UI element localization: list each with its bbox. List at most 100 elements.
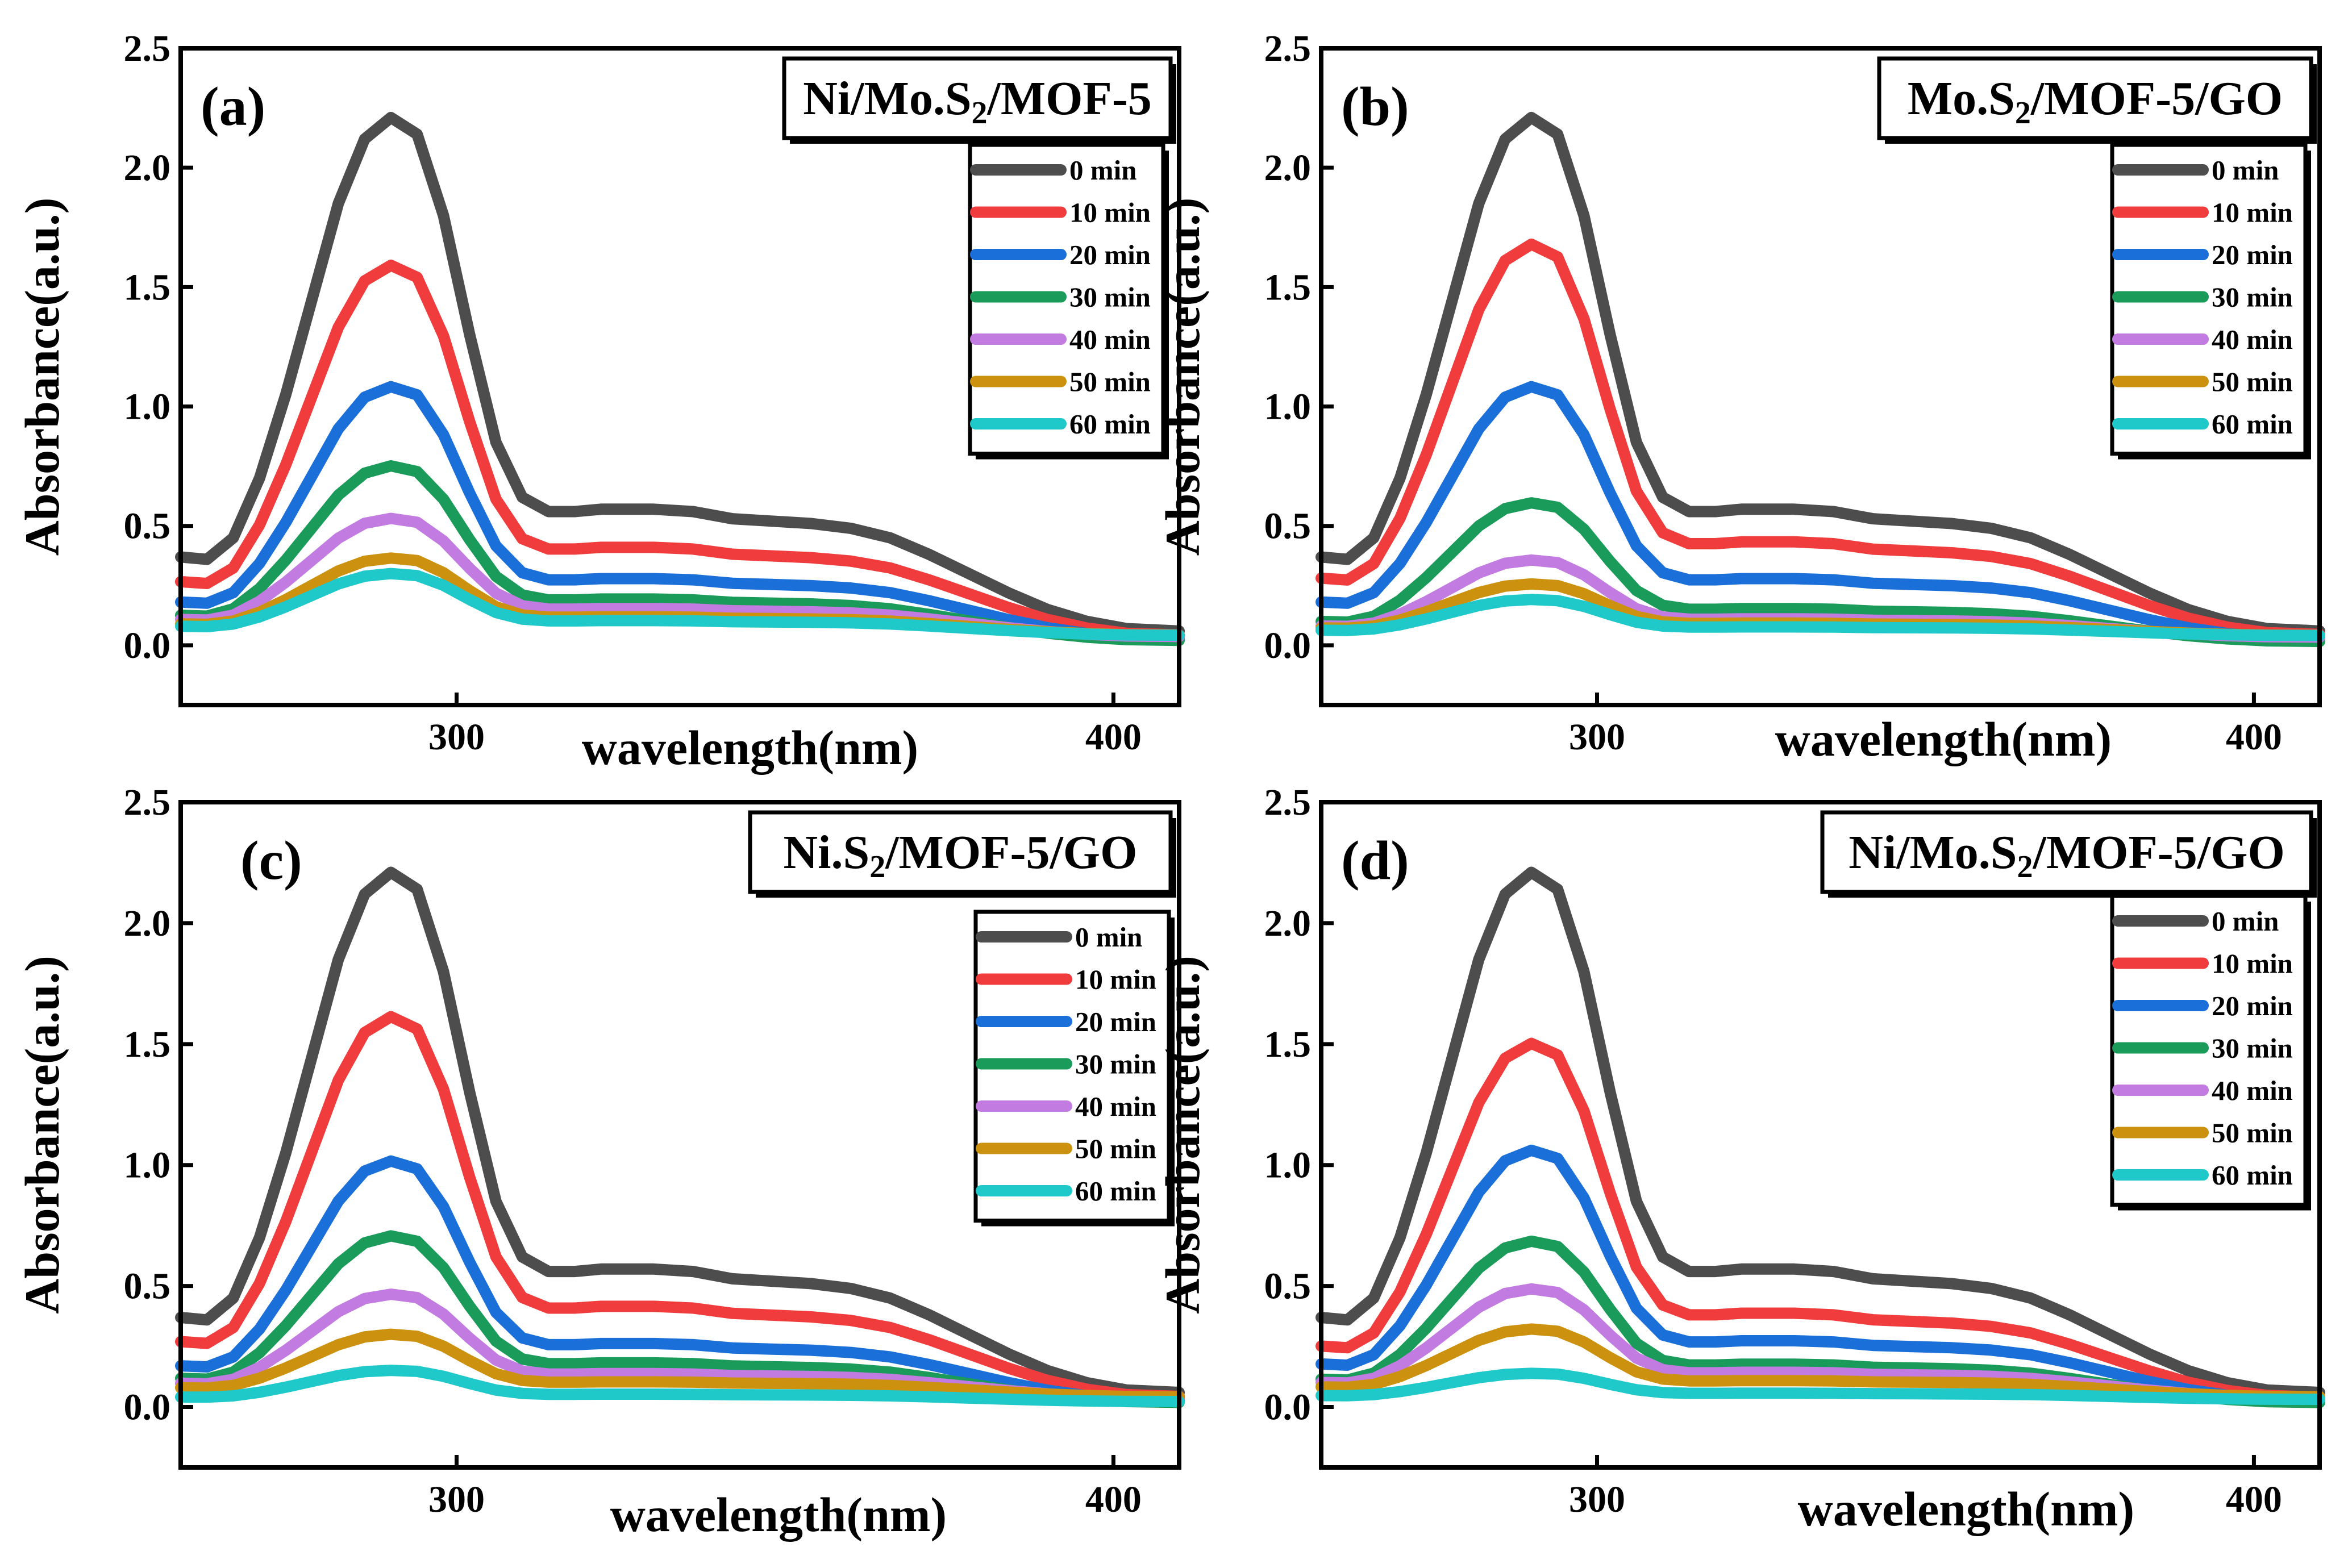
title-subscript: 2 xyxy=(2015,95,2031,131)
curves xyxy=(1315,866,2325,1408)
legend: 0 min 10 min 20 min 30 min 40 min 50 min 60 mi… xyxy=(968,143,1169,460)
y-tick-label: 0.5 xyxy=(124,506,171,547)
series-line-60-min xyxy=(175,1365,1185,1407)
panel-label: (a) xyxy=(201,76,265,137)
title-rest: /MOF-5/GO xyxy=(2033,826,2285,879)
series-line-20-min xyxy=(1315,1144,2325,1406)
title-main: Mo.S xyxy=(1908,72,2015,125)
curves xyxy=(1315,111,2325,648)
legend-label: 40 min xyxy=(1075,1091,1156,1122)
legend-label: 60 min xyxy=(2212,408,2293,440)
y-tick-label: 0.5 xyxy=(1264,1266,1312,1307)
y-tick-label: 2.5 xyxy=(124,782,171,823)
y-axis-title: Absorbance(a.u.) xyxy=(15,198,69,556)
panel-label: (c) xyxy=(240,830,302,891)
legend-label: 50 min xyxy=(1069,366,1151,398)
panel-label: (d) xyxy=(1341,830,1409,891)
title-box xyxy=(782,56,1173,140)
chart-title: Mo.S2/MOF-5/GO xyxy=(1908,72,2283,131)
series-line-50-min xyxy=(1315,1323,2325,1403)
legend-label: 30 min xyxy=(2212,282,2293,313)
y-axis-title: Absorbance(a.u.) xyxy=(15,956,69,1314)
x-tick-label: 300 xyxy=(428,716,485,758)
curves xyxy=(175,111,1185,647)
legend-label: 0 min xyxy=(2212,155,2279,186)
series-line-20-min xyxy=(175,381,1185,644)
y-tick-label: 1.5 xyxy=(1264,266,1312,308)
title-rest: /MOF-5/GO xyxy=(2030,72,2283,125)
y-tick-label: 0.0 xyxy=(124,1387,171,1428)
title-main: Ni.S xyxy=(784,826,870,879)
y-tick-label: 2.5 xyxy=(124,28,171,69)
title-subscript: 2 xyxy=(2017,849,2033,885)
legend-label: 20 min xyxy=(2212,239,2293,270)
series-line-60-min xyxy=(1315,1367,2325,1406)
x-axis-title: wavelength(nm) xyxy=(610,1487,947,1542)
legend-label: 40 min xyxy=(1069,324,1151,355)
series-line-10-min xyxy=(1315,1037,2325,1403)
x-tick-label: 300 xyxy=(428,1479,485,1520)
panel-b: 0.0 0.5 1.0 1.5 2.0 2.5 300 400 wavelength(nm) Ab… xyxy=(1155,28,2325,766)
y-tick-label: 2.0 xyxy=(1264,903,1312,944)
legend-label: 30 min xyxy=(1069,282,1151,313)
title-rest: /MOF-5 xyxy=(987,72,1152,125)
legend-label: 20 min xyxy=(2212,990,2293,1021)
series-line-10-min xyxy=(1315,238,2325,640)
series-line-0-min xyxy=(175,866,1185,1398)
series-line-50-min xyxy=(175,1328,1185,1403)
plot-frame xyxy=(1319,800,2322,1470)
x-axis-title: wavelength(nm) xyxy=(1798,1482,2134,1536)
legend-label: 10 min xyxy=(2212,197,2293,228)
legend-label: 0 min xyxy=(1075,921,1142,953)
plot-frame xyxy=(178,46,1181,707)
panel-c: 0.0 0.5 1.0 1.5 2.0 2.5 300 400 wavelength(nm) Ab… xyxy=(15,782,1185,1542)
y-tick-label: 1.0 xyxy=(124,386,171,428)
y-tick-label: 0.0 xyxy=(1264,625,1312,666)
y-tick-label: 0.0 xyxy=(1264,1387,1312,1428)
legend-label: 10 min xyxy=(1075,964,1156,995)
legend-label: 50 min xyxy=(2212,366,2293,398)
panel-d: 0.0 0.5 1.0 1.5 2.0 2.5 300 400 wavelength(nm) Ab… xyxy=(1155,782,2325,1536)
title-subscript: 2 xyxy=(869,849,885,885)
legend-label: 60 min xyxy=(2212,1160,2293,1191)
series-line-10-min xyxy=(175,1011,1185,1402)
series-line-0-min xyxy=(175,111,1185,637)
x-tick-label: 300 xyxy=(1569,716,1625,758)
legend-label: 20 min xyxy=(1069,239,1151,270)
x-tick-label: 400 xyxy=(2226,1479,2282,1520)
series-line-0-min xyxy=(1315,866,2325,1398)
y-tick-label: 1.5 xyxy=(1264,1024,1312,1065)
x-axis-title: wavelength(nm) xyxy=(582,720,918,775)
x-tick-label: 400 xyxy=(1085,716,1142,758)
y-tick-label: 1.0 xyxy=(124,1145,171,1186)
plot-frame xyxy=(1319,46,2322,707)
panel-label: (b) xyxy=(1341,76,1409,137)
legend-label: 30 min xyxy=(2212,1033,2293,1064)
x-tick-label: 400 xyxy=(1085,1479,1142,1520)
y-tick-label: 2.5 xyxy=(1264,782,1312,823)
y-tick-label: 2.5 xyxy=(1264,28,1312,69)
chart-title: Ni/Mo.S2/MOF-5 xyxy=(803,72,1152,131)
series-line-10-min xyxy=(175,260,1185,641)
y-tick-label: 2.0 xyxy=(124,903,171,944)
title-box xyxy=(1820,810,2313,894)
plot-frame xyxy=(178,800,1181,1470)
y-axis-title: Absorbance(a.u.) xyxy=(1155,198,1210,556)
legend: 0 min 10 min 20 min 30 min 40 min 50 min 60 mi… xyxy=(2110,143,2311,460)
legend-label: 50 min xyxy=(1075,1133,1156,1165)
title-main: Ni/Mo.S xyxy=(803,72,971,125)
legend-label: 0 min xyxy=(2212,906,2279,937)
chart-title: Ni.S2/MOF-5/GO xyxy=(784,826,1138,885)
legend-label: 0 min xyxy=(1069,155,1136,186)
x-axis-title: wavelength(nm) xyxy=(1775,712,2112,766)
legend-label: 10 min xyxy=(1069,197,1151,228)
x-tick-label: 400 xyxy=(2226,716,2282,758)
legend-label: 60 min xyxy=(1069,408,1151,440)
y-tick-label: 1.0 xyxy=(1264,1145,1312,1186)
y-tick-label: 1.0 xyxy=(1264,386,1312,428)
y-tick-label: 2.0 xyxy=(124,147,171,189)
y-tick-label: 0.0 xyxy=(124,625,171,666)
legend-label: 40 min xyxy=(2212,324,2293,355)
y-tick-label: 0.5 xyxy=(124,1266,171,1307)
legend-label: 10 min xyxy=(2212,948,2293,979)
